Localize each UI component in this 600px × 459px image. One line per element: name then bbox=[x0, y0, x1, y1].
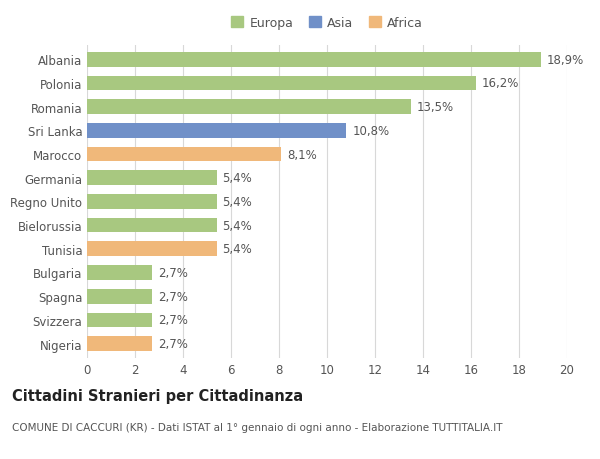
Text: 8,1%: 8,1% bbox=[287, 148, 317, 161]
Text: 2,7%: 2,7% bbox=[158, 337, 188, 350]
Bar bbox=[87, 53, 541, 67]
Text: 10,8%: 10,8% bbox=[352, 124, 389, 138]
Text: 2,7%: 2,7% bbox=[158, 290, 188, 303]
Text: 2,7%: 2,7% bbox=[158, 266, 188, 280]
Bar bbox=[87, 147, 281, 162]
Text: 5,4%: 5,4% bbox=[223, 219, 253, 232]
Bar bbox=[87, 76, 476, 91]
Text: 5,4%: 5,4% bbox=[223, 243, 253, 256]
Text: 5,4%: 5,4% bbox=[223, 172, 253, 185]
Bar bbox=[87, 100, 411, 115]
Text: 18,9%: 18,9% bbox=[547, 54, 584, 67]
Bar bbox=[87, 313, 152, 328]
Text: COMUNE DI CACCURI (KR) - Dati ISTAT al 1° gennaio di ogni anno - Elaborazione TU: COMUNE DI CACCURI (KR) - Dati ISTAT al 1… bbox=[12, 422, 503, 432]
Bar bbox=[87, 195, 217, 209]
Text: Cittadini Stranieri per Cittadinanza: Cittadini Stranieri per Cittadinanza bbox=[12, 388, 303, 403]
Bar bbox=[87, 266, 152, 280]
Bar bbox=[87, 242, 217, 257]
Bar bbox=[87, 123, 346, 138]
Bar bbox=[87, 289, 152, 304]
Text: 5,4%: 5,4% bbox=[223, 196, 253, 208]
Text: 2,7%: 2,7% bbox=[158, 313, 188, 327]
Bar bbox=[87, 218, 217, 233]
Legend: Europa, Asia, Africa: Europa, Asia, Africa bbox=[226, 11, 428, 34]
Text: 16,2%: 16,2% bbox=[482, 77, 519, 90]
Bar bbox=[87, 336, 152, 351]
Bar bbox=[87, 171, 217, 185]
Text: 13,5%: 13,5% bbox=[417, 101, 454, 114]
